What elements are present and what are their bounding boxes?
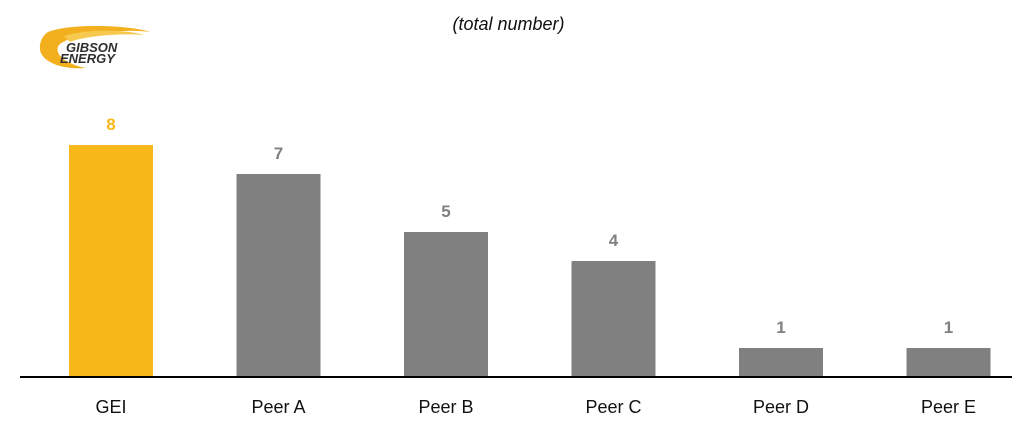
bar-peer-d <box>739 348 823 377</box>
x-tick-label: Peer E <box>921 397 976 417</box>
data-label: 5 <box>441 202 450 221</box>
data-label: 1 <box>944 318 953 337</box>
logo-text-line2: ENERGY <box>60 51 116 66</box>
bar-peer-b <box>404 232 488 377</box>
bar-peer-e <box>906 348 991 377</box>
data-label: 7 <box>274 144 283 163</box>
x-tick-label: GEI <box>95 397 126 417</box>
x-tick-label: Peer C <box>585 397 641 417</box>
data-label: 4 <box>609 231 619 250</box>
data-label: 1 <box>776 318 785 337</box>
x-tick-label: Peer D <box>753 397 809 417</box>
x-tick-label: Peer A <box>251 397 305 417</box>
bar-gei <box>69 145 153 377</box>
bar-peer-c <box>571 261 656 377</box>
chart-subtitle: (total number) <box>452 14 565 34</box>
data-label: 8 <box>106 115 115 134</box>
bar-peer-a <box>236 174 321 377</box>
logo-text-line1: GIBSON <box>66 40 118 55</box>
x-tick-label: Peer B <box>418 397 473 417</box>
gibson-energy-logo: GIBSON ENERGY <box>39 26 150 69</box>
